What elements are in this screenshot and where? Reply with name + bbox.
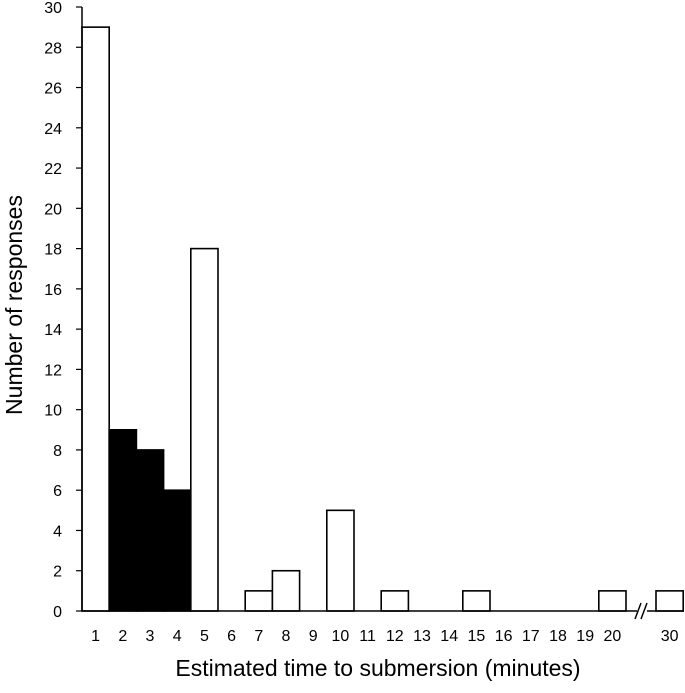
x-tick-label: 17	[522, 628, 540, 645]
bar-10	[325, 509, 355, 612]
y-tick-label: 30	[44, 0, 62, 17]
y-tick-label: 14	[44, 322, 62, 339]
x-tick-label: 8	[282, 628, 291, 645]
y-tick-label: 28	[44, 40, 62, 57]
axis-break-gap	[637, 603, 647, 619]
bar-20	[597, 590, 627, 612]
x-tick-label: 18	[549, 628, 567, 645]
bar-30	[655, 590, 685, 612]
y-tick-label: 8	[53, 443, 62, 460]
x-tick-label: 13	[413, 628, 431, 645]
bar-2	[108, 428, 138, 612]
x-tick-label: 4	[173, 628, 182, 645]
x-tick-label: 19	[576, 628, 594, 645]
y-tick-label: 2	[53, 564, 62, 581]
y-tick-label: 4	[53, 523, 62, 540]
x-tick-label: 6	[227, 628, 236, 645]
y-tick-label: 0	[53, 604, 62, 621]
bar-15	[461, 590, 491, 612]
x-tick-label: 7	[254, 628, 263, 645]
axis-break-slash	[634, 602, 642, 620]
x-tick-label: 10	[332, 628, 350, 645]
x-tick-label: 12	[386, 628, 404, 645]
x-tick-label: 9	[309, 628, 318, 645]
bar-1	[81, 26, 111, 612]
y-tick-label: 18	[44, 242, 62, 259]
x-tick-label: 16	[495, 628, 513, 645]
y-tick-label: 22	[44, 161, 62, 178]
y-tick-label: 12	[44, 362, 62, 379]
axis-break-slash	[640, 602, 648, 620]
x-tick-label: 14	[440, 628, 458, 645]
y-tick-label: 10	[44, 403, 62, 420]
x-axis-title: Estimated time to submersion (minutes)	[175, 655, 580, 681]
bar-5	[190, 247, 219, 612]
axis-break-icon	[634, 602, 648, 620]
bars	[81, 26, 685, 612]
x-axis-ticks: 1 2 3 4 5 6 7 8 9 10 11 12 13 14 15 16 17 18 19 20 30	[91, 628, 678, 645]
x-tick-label: 11	[359, 628, 376, 645]
bar-7	[244, 590, 274, 612]
x-tick-label: 1	[91, 628, 100, 645]
x-tick-label: 5	[200, 628, 209, 645]
x-tick-label: 2	[118, 628, 127, 645]
x-tick-label: 15	[468, 628, 486, 645]
x-tick-label: 3	[146, 628, 155, 645]
x-tick-label: 20	[604, 628, 622, 645]
bar-3	[135, 449, 165, 612]
x-tick-label: 30	[661, 628, 679, 645]
y-tick-label: 16	[44, 282, 62, 299]
bar-8	[271, 569, 301, 612]
y-axis-title: Number of responses	[1, 195, 27, 415]
y-tick-label: 24	[44, 121, 62, 138]
y-tick-label: 6	[53, 483, 62, 500]
y-tick-label: 26	[44, 81, 62, 98]
bar-4	[162, 489, 192, 612]
y-tick-label: 20	[44, 201, 62, 218]
bar-12	[380, 590, 410, 612]
